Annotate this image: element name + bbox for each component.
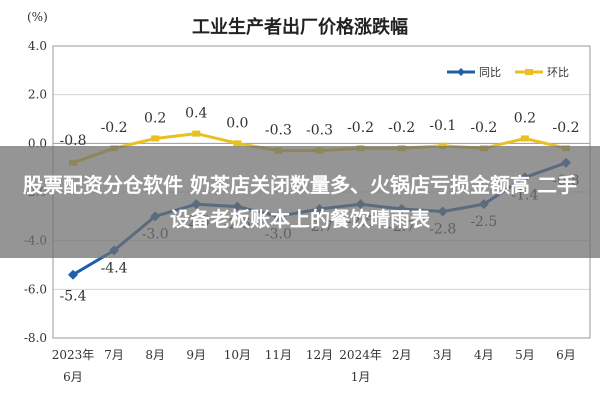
chart-title: 工业生产者出厂价格涨跌幅 xyxy=(192,16,408,38)
headline-text[interactable]: 股票配资分仓软件 奶茶店关闭数量多、火锅店亏损金额高 二手设备老板账本上的餐饮晴… xyxy=(23,173,577,231)
legend-marker-0 xyxy=(457,68,465,76)
x-tick-label: 7月 xyxy=(104,348,124,362)
data-point xyxy=(192,130,201,137)
x-tick-label: 2月 xyxy=(392,348,412,362)
x-tick-label: 12月 xyxy=(306,348,333,362)
x-tick-label: 2024年 xyxy=(339,348,382,362)
x-tick-label-line2: 6月 xyxy=(63,370,83,384)
legend-marker-1 xyxy=(525,69,533,75)
data-label-yoy: -4.4 xyxy=(101,260,128,276)
y-axis-unit: (%) xyxy=(27,10,48,24)
data-label-mom: 0.2 xyxy=(144,110,166,126)
x-tick-label: 11月 xyxy=(265,348,292,362)
headline-banner: 股票配资分仓软件 奶茶店关闭数量多、火锅店亏损金额高 二手设备老板账本上的餐饮晴… xyxy=(0,146,600,258)
data-point xyxy=(520,135,529,142)
data-point xyxy=(438,142,447,149)
data-label-mom: 0.2 xyxy=(514,110,536,126)
legend: 同比 环比 xyxy=(447,66,569,79)
data-label-mom: -0.2 xyxy=(347,120,374,136)
x-tick-label: 3月 xyxy=(433,348,453,362)
x-tick-label: 6月 xyxy=(556,348,576,362)
x-tick-label: 9月 xyxy=(186,348,206,362)
data-point xyxy=(68,269,78,280)
data-point xyxy=(233,140,242,147)
data-label-mom: -0.2 xyxy=(101,120,128,136)
x-tick-label: 10月 xyxy=(224,348,251,362)
data-label-mom: 0.4 xyxy=(185,106,207,122)
y-tick-label: -6.0 xyxy=(24,282,47,296)
x-tick-label: 5月 xyxy=(515,348,535,362)
y-tick-label: 4.0 xyxy=(28,39,47,53)
data-label-mom: -0.2 xyxy=(388,120,415,136)
legend-label-0: 同比 xyxy=(479,66,501,79)
data-label-mom: -0.1 xyxy=(429,118,456,134)
data-label-mom: -0.2 xyxy=(553,120,580,136)
x-tick-label-line2: 1月 xyxy=(351,370,371,384)
data-label-mom: -0.8 xyxy=(60,133,87,149)
x-tick-label: 2023年 xyxy=(52,348,95,362)
y-tick-label: 2.0 xyxy=(28,88,47,102)
data-point xyxy=(151,135,160,142)
data-label-mom: 0.0 xyxy=(226,115,248,131)
x-tick-label: 8月 xyxy=(145,348,165,362)
y-tick-label: -8.0 xyxy=(24,331,47,345)
data-label-mom: -0.2 xyxy=(470,120,497,136)
data-label-mom: -0.3 xyxy=(265,123,292,139)
data-label-mom: -0.3 xyxy=(306,123,333,139)
data-label-yoy: -5.4 xyxy=(60,289,87,305)
legend-label-1: 环比 xyxy=(547,66,569,79)
x-tick-label: 4月 xyxy=(474,348,494,362)
